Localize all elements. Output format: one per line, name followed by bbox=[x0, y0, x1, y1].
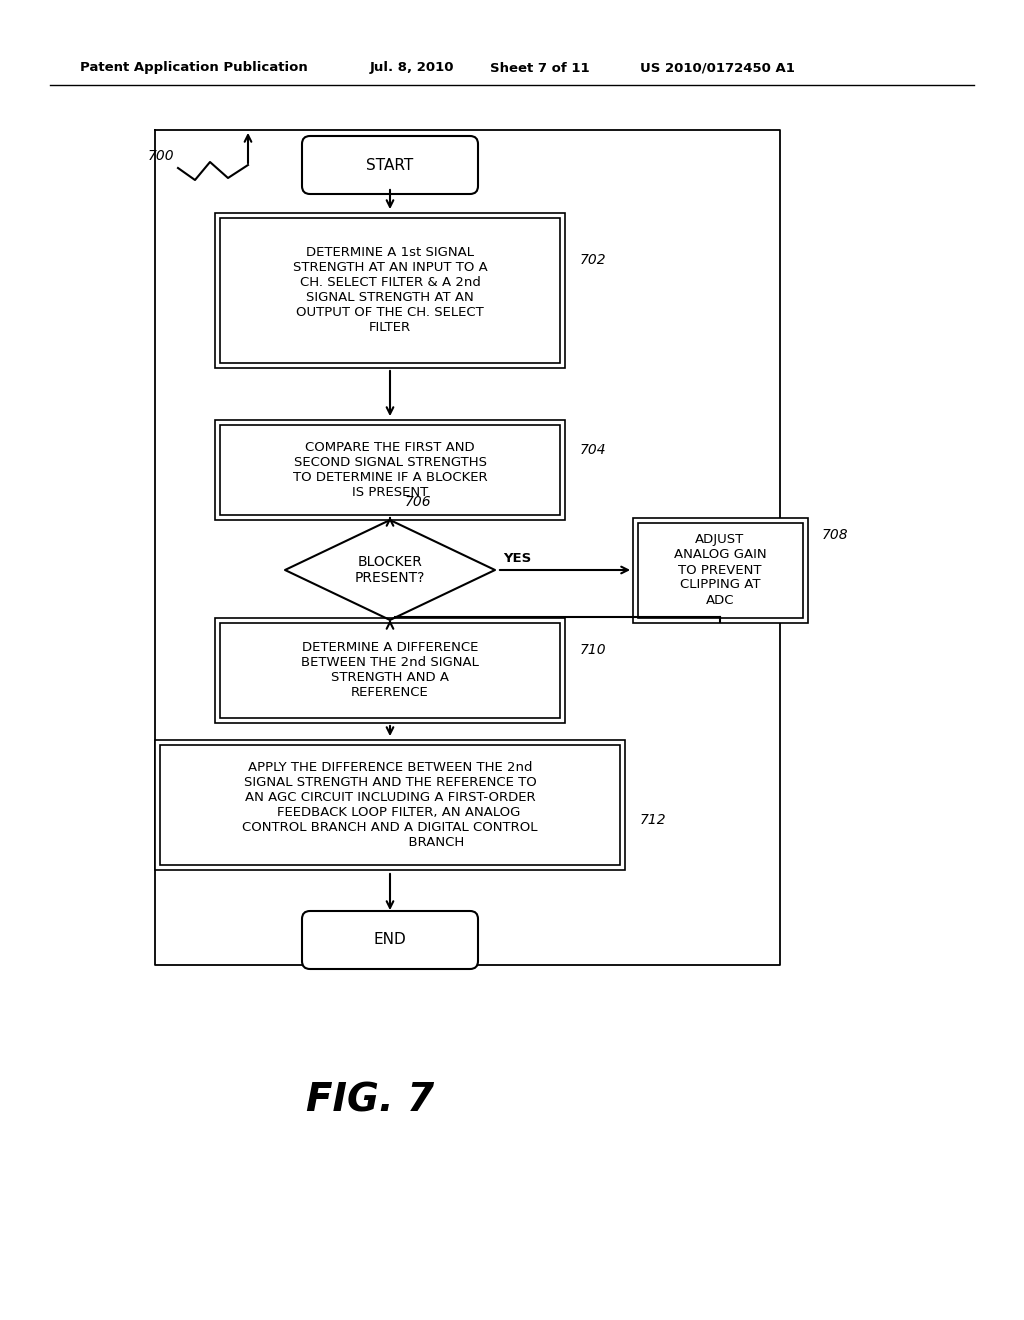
Text: NO: NO bbox=[352, 634, 375, 647]
Text: US 2010/0172450 A1: US 2010/0172450 A1 bbox=[640, 62, 795, 74]
Text: START: START bbox=[367, 157, 414, 173]
Bar bbox=[215, 213, 565, 367]
Text: Patent Application Publication: Patent Application Publication bbox=[80, 62, 308, 74]
Bar bbox=[220, 218, 560, 363]
Text: 710: 710 bbox=[580, 643, 606, 657]
Text: 700: 700 bbox=[148, 149, 175, 162]
Text: 702: 702 bbox=[580, 253, 606, 267]
Bar bbox=[220, 425, 560, 515]
Polygon shape bbox=[285, 520, 495, 620]
Text: Sheet 7 of 11: Sheet 7 of 11 bbox=[490, 62, 590, 74]
Text: DETERMINE A 1st SIGNAL
STRENGTH AT AN INPUT TO A
CH. SELECT FILTER & A 2nd
SIGNA: DETERMINE A 1st SIGNAL STRENGTH AT AN IN… bbox=[293, 246, 487, 334]
Bar bbox=[155, 741, 625, 870]
FancyBboxPatch shape bbox=[302, 911, 478, 969]
Bar bbox=[638, 523, 803, 618]
Text: 706: 706 bbox=[406, 495, 432, 510]
Text: 712: 712 bbox=[640, 813, 667, 828]
Text: YES: YES bbox=[503, 552, 531, 565]
Text: ADJUST
ANALOG GAIN
TO PREVENT
CLIPPING AT
ADC: ADJUST ANALOG GAIN TO PREVENT CLIPPING A… bbox=[674, 533, 766, 606]
Bar bbox=[633, 517, 808, 623]
Bar bbox=[215, 618, 565, 722]
Text: END: END bbox=[374, 932, 407, 948]
Text: BLOCKER
PRESENT?: BLOCKER PRESENT? bbox=[354, 554, 425, 585]
Text: APPLY THE DIFFERENCE BETWEEN THE 2nd
SIGNAL STRENGTH AND THE REFERENCE TO
AN AGC: APPLY THE DIFFERENCE BETWEEN THE 2nd SIG… bbox=[243, 762, 538, 849]
Text: DETERMINE A DIFFERENCE
BETWEEN THE 2nd SIGNAL
STRENGTH AND A
REFERENCE: DETERMINE A DIFFERENCE BETWEEN THE 2nd S… bbox=[301, 642, 479, 700]
Bar bbox=[215, 420, 565, 520]
Text: 704: 704 bbox=[580, 444, 606, 457]
Bar bbox=[220, 623, 560, 718]
Text: Jul. 8, 2010: Jul. 8, 2010 bbox=[370, 62, 455, 74]
Bar bbox=[160, 744, 620, 865]
FancyBboxPatch shape bbox=[302, 136, 478, 194]
Text: COMPARE THE FIRST AND
SECOND SIGNAL STRENGTHS
TO DETERMINE IF A BLOCKER
IS PRESE: COMPARE THE FIRST AND SECOND SIGNAL STRE… bbox=[293, 441, 487, 499]
Text: 708: 708 bbox=[822, 528, 849, 543]
Text: FIG. 7: FIG. 7 bbox=[306, 1081, 434, 1119]
